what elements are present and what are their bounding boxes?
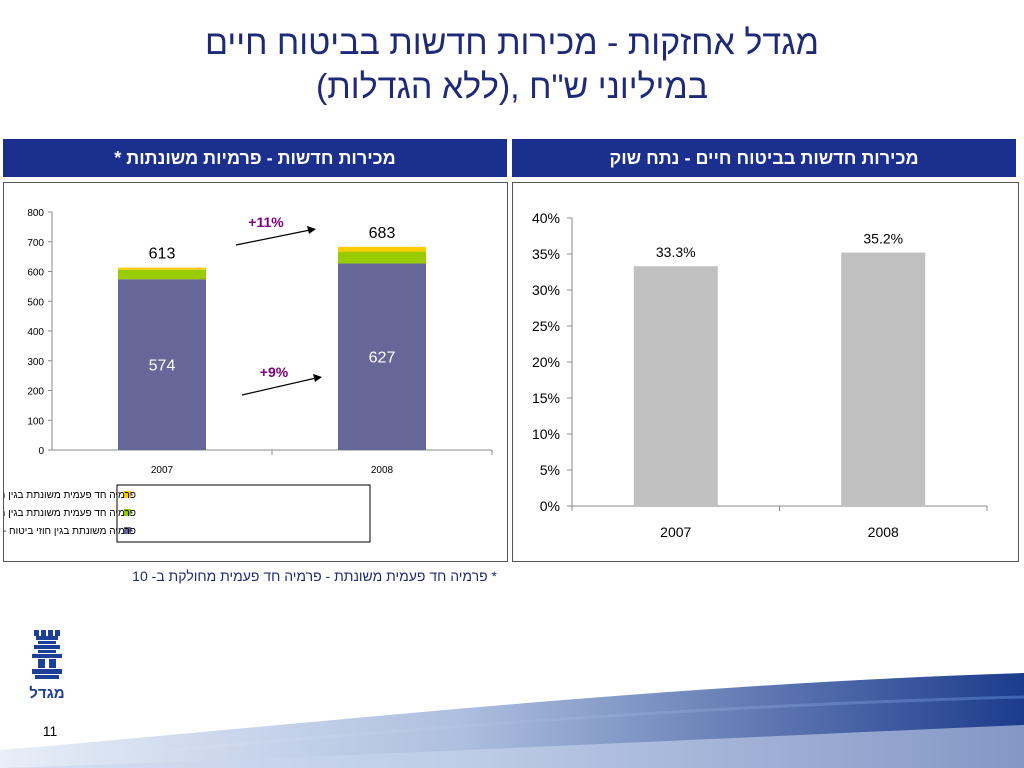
growth-arrow-bottom	[241, 374, 322, 396]
right-x-tick-label: 2008	[868, 524, 899, 540]
market-share-value-label: 33.3%	[656, 244, 696, 260]
left-y-tick-label: 800	[27, 208, 44, 219]
market-share-bar	[841, 252, 926, 506]
right-chart-axes: 0% 5% 10% 15% 20% 25% 30% 35% 40%	[532, 210, 988, 514]
migdal-logo: מגדל	[29, 630, 65, 702]
right-chart-bars	[633, 252, 926, 506]
right-x-tick-label: 2007	[660, 524, 691, 540]
left-bar-total-label: 613	[149, 246, 176, 263]
left-chart-frame: 0 100 200 300 400 500 600 700 800 613 574 2007 683 6…	[0, 182, 508, 562]
left-x-tick-label: 2007	[151, 465, 174, 476]
left-y-tick-label: 400	[27, 327, 44, 338]
left-y-tick-label: 0	[38, 446, 44, 457]
tower-icon	[32, 630, 62, 679]
left-bar-total-label: 683	[369, 225, 396, 242]
right-y-tick-label: 5%	[540, 462, 560, 478]
right-y-tick-label: 0%	[540, 498, 560, 514]
left-chart-legend: פרמיה חד פעמית משונתת בגין חוזי השקעה פרמ…	[0, 490, 136, 537]
market-share-chart: 0% 5% 10% 15% 20% 25% 30% 35% 40% 33.3% 2007 35.2%…	[532, 210, 988, 540]
slide-title-line1: מגדל אחזקות - מכירות חדשות בביטוח חיים	[205, 24, 819, 62]
left-y-tick-label: 600	[27, 268, 44, 279]
growth-label-top: +11%	[248, 214, 284, 230]
left-bar-segment	[118, 267, 206, 270]
legend-swatch	[124, 491, 131, 498]
right-y-tick-label: 30%	[532, 282, 560, 298]
market-share-value-label: 35.2%	[863, 231, 903, 247]
right-y-tick-label: 25%	[532, 318, 560, 334]
right-chart-frame: 0% 5% 10% 15% 20% 25% 30% 35% 40% 33.3% 2007 35.2%…	[512, 182, 1019, 562]
growth-arrow-top	[235, 226, 316, 246]
left-y-tick-label: 300	[27, 357, 44, 368]
page-number: 11	[42, 723, 58, 739]
right-y-tick-label: 40%	[532, 210, 560, 226]
legend-item-label: פרמיה חד פעמית משונתת בגין חוזי השקעה	[4, 490, 136, 501]
left-y-tick-label: 500	[27, 297, 44, 308]
left-y-tick-label: 200	[27, 387, 44, 398]
right-panel-header: מכירות חדשות בביטוח חיים - נתח שוק	[512, 139, 1016, 177]
left-bar-segment	[118, 269, 206, 280]
logo-text: מגדל	[29, 685, 64, 702]
left-bar-segment	[338, 251, 426, 264]
right-y-tick-label: 20%	[532, 354, 560, 370]
left-x-tick-label: 2008	[371, 465, 394, 476]
right-y-tick-label: 10%	[532, 426, 560, 442]
left-bar-segment	[338, 246, 426, 252]
left-y-tick-label: 700	[27, 238, 44, 249]
legend-swatch	[124, 527, 131, 534]
left-bar-segment	[338, 263, 426, 450]
left-panel-header: מכירות חדשות - פרמיות משונתות *	[3, 139, 507, 177]
left-chart-bars	[118, 246, 426, 450]
market-share-bar	[633, 266, 718, 506]
legend-item-label: פרמיה חד פעמית משונתת בגין חוזי ביטוח	[4, 508, 136, 519]
left-bar-base-label: 627	[369, 350, 396, 367]
growth-label-bottom: +9%	[260, 364, 289, 380]
bottom-wave-decoration	[0, 673, 1024, 768]
left-bar-base-label: 574	[149, 358, 176, 375]
legend-item-label: פרמיה משונתת בגין חוזי ביטוח - עסק חדש	[4, 526, 136, 537]
footnote: * פרמיה חד פעמית משונתת - פרמיה חד פעמית…	[132, 568, 497, 584]
left-chart-labels: 613 574 2007 683 627 2008	[149, 225, 396, 476]
legend-swatch	[124, 509, 131, 516]
right-chart-labels: 33.3% 2007 35.2% 2008	[656, 231, 903, 540]
right-y-tick-label: 15%	[532, 390, 560, 406]
left-y-tick-label: 100	[27, 416, 44, 427]
slide-title-line2: (ללא הגדלות), במיליוני ש"ח	[315, 68, 709, 106]
left-chart-legend-box	[116, 484, 371, 543]
left-bar-segment	[118, 279, 206, 450]
right-y-tick-label: 35%	[532, 246, 560, 262]
